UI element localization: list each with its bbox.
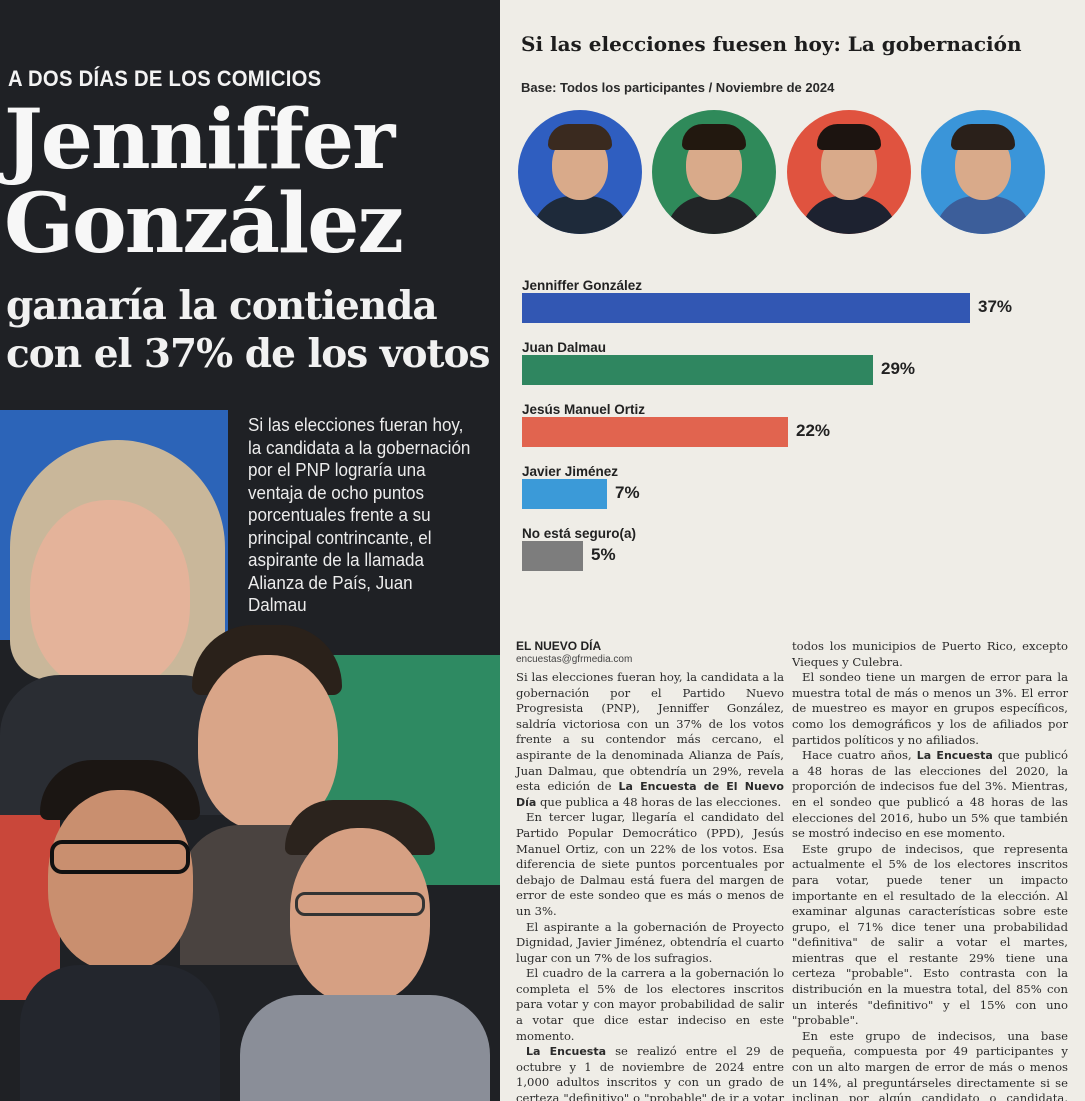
avatar-body <box>532 196 628 234</box>
article-paragraph: El aspirante a la gobernación de Proyect… <box>516 919 784 965</box>
article-paragraph: Este grupo de indecisos, que representa … <box>792 841 1068 1028</box>
article-paragraph: En tercer lugar, llegaría el candidato d… <box>516 810 784 918</box>
bar-value-label: 37% <box>978 297 1013 316</box>
article-column-1: Si las elecciones fueran hoy, la candida… <box>516 670 784 1101</box>
avatar-body <box>935 196 1031 234</box>
article-column-2: todos los municipios de Puerto Rico, exc… <box>792 639 1068 1101</box>
bar-value-label: 29% <box>881 359 916 378</box>
bar <box>522 293 970 323</box>
avatar-hair <box>682 124 746 150</box>
bar-value-label: 5% <box>591 545 616 564</box>
bar <box>522 355 873 385</box>
article-paragraph: En este grupo de indecisos, una base peq… <box>792 1028 1068 1101</box>
article-paragraph: El cuadro de la carrera a la gobernación… <box>516 966 784 1043</box>
subhead-line-2: con el 37% de los votos <box>6 331 491 377</box>
bar-value-label: 22% <box>796 421 831 440</box>
byline: EL NUEVO DÍA <box>516 639 602 653</box>
avatar-juan-dalmau <box>652 110 776 234</box>
chart-title: Si las elecciones fuesen hoy: La goberna… <box>521 32 1022 56</box>
subhead: ganaría la contienda con el 37% de los v… <box>6 282 496 378</box>
chart-panel: Si las elecciones fuesen hoy: La goberna… <box>500 0 1085 1101</box>
bar-category-label: No está seguro(a) <box>522 526 637 541</box>
avatar-jenniffer-gonzalez <box>518 110 642 234</box>
bar <box>522 417 788 447</box>
avatar-body <box>801 196 897 234</box>
headline-line-1: Jenniffer <box>4 92 395 188</box>
byline-email: encuestas@gfrmedia.com <box>516 654 633 665</box>
avatar-hair <box>951 124 1015 150</box>
bar-category-label: Juan Dalmau <box>522 340 607 355</box>
chart-subtitle: Base: Todos los participantes / Noviembr… <box>521 80 835 95</box>
article-paragraph: Si las elecciones fueran hoy, la candida… <box>516 670 784 809</box>
bar-category-label: Jenniffer González <box>522 278 643 293</box>
bar <box>522 541 583 571</box>
bar-category-label: Javier Jiménez <box>522 464 619 479</box>
cover-panel: A DOS DÍAS DE LOS COMICIOS Jenniffer Gon… <box>0 0 500 1101</box>
kicker: A DOS DÍAS DE LOS COMICIOS <box>8 66 322 91</box>
article-paragraph: La Encuesta se realizó entre el 29 de oc… <box>516 1044 784 1101</box>
avatar-hair <box>548 124 612 150</box>
bar <box>522 479 607 509</box>
intro-blurb: Si las elecciones fueran hoy, la candida… <box>248 414 471 615</box>
photo-javier-jimenez <box>240 800 490 1101</box>
article-paragraph: El sondeo tiene un margen de error para … <box>792 670 1068 747</box>
bar-category-label: Jesús Manuel Ortiz <box>522 402 646 417</box>
article-paragraph: Hace cuatro años, La Encuesta que public… <box>792 748 1068 841</box>
avatar-jesus-manuel-ortiz <box>787 110 911 234</box>
avatar-body <box>666 196 762 234</box>
subhead-line-1: ganaría la contienda <box>6 283 438 329</box>
photo-jesus-manuel-ortiz <box>20 760 220 1101</box>
headline-line-2: González <box>4 176 404 272</box>
avatar-hair <box>817 124 881 150</box>
article-paragraph: todos los municipios de Puerto Rico, exc… <box>792 639 1068 669</box>
bar-value-label: 7% <box>615 483 640 502</box>
headline: Jenniffer González <box>4 98 494 266</box>
avatar-javier-jimenez <box>921 110 1045 234</box>
